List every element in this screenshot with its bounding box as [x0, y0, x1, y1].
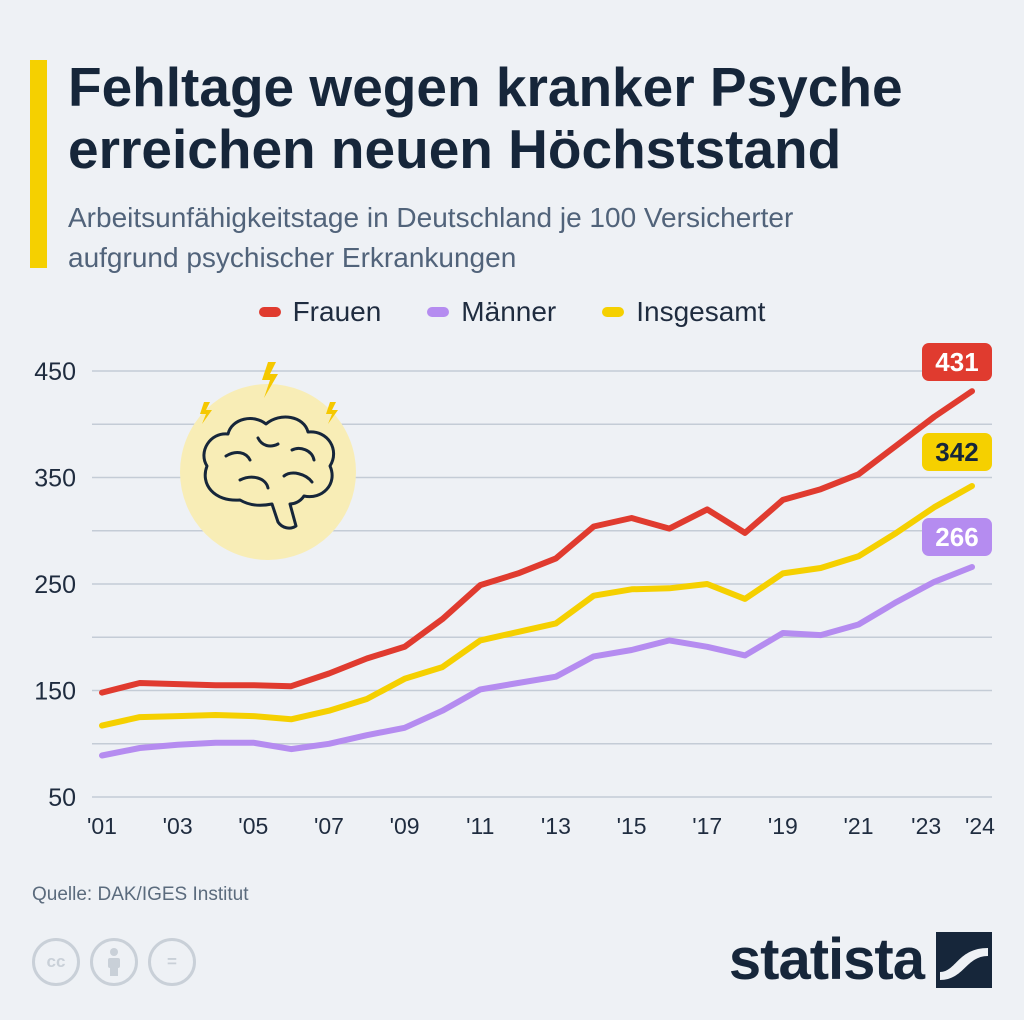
legend-label-maenner: Männer	[461, 296, 557, 327]
x-tick-label: '21	[844, 813, 874, 839]
chart-subtitle: Arbeitsunfähigkeitstage in Deutschland j…	[68, 198, 1008, 278]
y-tick-label: 150	[34, 678, 76, 706]
equals-icon-text: =	[167, 952, 177, 971]
legend-label-frauen: Frauen	[292, 296, 382, 327]
legend-item-frauen: Frauen	[258, 296, 382, 328]
legend-swatch-frauen	[258, 307, 281, 317]
chart-title: Fehltage wegen kranker Psyche erreichen …	[68, 56, 1008, 180]
subtitle-line-2: aufgrund psychischer Erkrankungen	[68, 242, 517, 273]
chart-legend: Frauen Männer Insgesamt	[0, 296, 1024, 328]
x-tick-label: '17	[692, 813, 722, 839]
end-label-text: 431	[935, 347, 978, 377]
brain-illustration	[180, 362, 356, 560]
subtitle-line-1: Arbeitsunfähigkeitstage in Deutschland j…	[68, 202, 794, 233]
y-tick-label: 450	[34, 358, 76, 386]
x-tick-label: '11	[466, 813, 494, 839]
statista-logo-icon	[936, 932, 992, 988]
x-tick-label: '05	[238, 813, 268, 839]
end-label-maenner: 266	[922, 518, 992, 556]
source-note: Quelle: DAK/IGES Institut	[32, 884, 249, 905]
legend-swatch-maenner	[427, 307, 450, 317]
legend-item-maenner: Männer	[427, 296, 556, 328]
title-line-1: Fehltage wegen kranker Psyche	[68, 56, 903, 118]
x-tick-label: '13	[541, 813, 571, 839]
brain-icon	[202, 415, 336, 530]
end-value-labels: 431 342 266	[922, 343, 992, 556]
series-line-frauen	[99, 388, 975, 696]
no-derivatives-icon[interactable]: =	[148, 938, 196, 986]
end-label-text: 266	[935, 522, 978, 552]
y-tick-label: 350	[34, 465, 76, 493]
x-tick-label: '09	[390, 813, 420, 839]
x-tick-label: '24	[965, 813, 995, 839]
y-tick-label: 250	[34, 571, 76, 599]
brain-background-circle	[180, 384, 356, 560]
y-axis-ticks: 50 150 250 350 450	[34, 358, 76, 812]
end-label-insgesamt: 342	[922, 433, 992, 471]
x-tick-label: '19	[768, 813, 798, 839]
x-tick-label: '23	[911, 813, 941, 839]
legend-swatch-insgesamt	[602, 307, 625, 317]
y-tick-label: 50	[48, 784, 76, 812]
x-tick-label: '01	[87, 813, 117, 839]
series-line-maenner	[99, 564, 975, 759]
legend-item-insgesamt: Insgesamt	[602, 296, 765, 328]
x-tick-label: '07	[314, 813, 344, 839]
series-lines	[99, 388, 975, 759]
title-line-2: erreichen neuen Höchststand	[68, 118, 842, 180]
spark-icon	[200, 362, 338, 424]
title-accent-bar	[30, 60, 47, 268]
end-label-text: 342	[935, 437, 978, 467]
statista-logo[interactable]: statista	[729, 930, 992, 990]
end-label-frauen: 431	[922, 343, 992, 381]
cc-icon[interactable]: cc	[32, 938, 80, 986]
x-tick-label: '03	[163, 813, 193, 839]
legend-label-insgesamt: Insgesamt	[636, 296, 766, 327]
x-axis-ticks: '01 '03 '05 '07 '09 '11 '13 '15 '17 '19 '21 '23 '24	[87, 813, 995, 839]
end-label-badge	[922, 343, 992, 381]
end-label-badge	[922, 433, 992, 471]
x-tick-label: '15	[617, 813, 647, 839]
series-line-insgesamt	[99, 483, 975, 729]
person-icon	[108, 948, 120, 976]
attribution-icon[interactable]	[90, 938, 138, 986]
brand-name: statista	[728, 927, 925, 992]
license-icons: cc =	[32, 938, 196, 986]
end-label-badge	[922, 518, 992, 556]
cc-icon-text: cc	[46, 952, 66, 971]
